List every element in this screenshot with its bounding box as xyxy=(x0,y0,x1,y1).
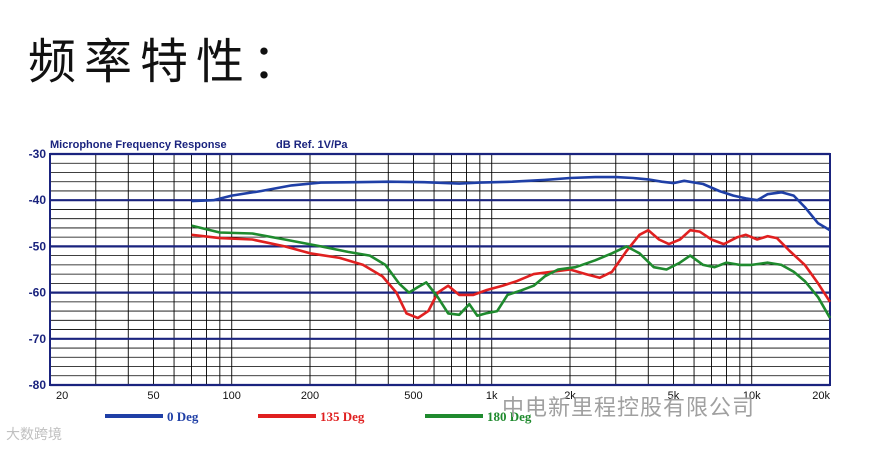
x-tick-label: 50 xyxy=(147,390,159,402)
y-tick-label: -30 xyxy=(29,147,47,161)
x-tick-label: 2k xyxy=(564,390,576,402)
legend-label: 0 Deg xyxy=(167,409,199,424)
y-tick-label: -60 xyxy=(29,286,47,300)
x-tick-label: 100 xyxy=(223,390,241,402)
y-tick-label: -50 xyxy=(29,239,47,253)
legend-label: 180 Deg xyxy=(487,409,532,424)
watermark-company: 中电新里程控股有限公司 xyxy=(502,396,756,421)
y-tick-label: -80 xyxy=(29,378,47,392)
series-line-0-deg xyxy=(191,175,831,232)
x-tick-label: 20k xyxy=(812,390,830,402)
x-tick-label: 5k xyxy=(668,390,680,402)
y-tick-label: -70 xyxy=(29,332,47,346)
x-tick-label: 1k xyxy=(486,390,498,402)
chart-title: Microphone Frequency Response xyxy=(50,139,227,151)
x-tick-label: 500 xyxy=(404,390,422,402)
chart-units-label: dB Ref. 1V/Pa xyxy=(276,139,348,151)
x-tick-label: 200 xyxy=(301,390,319,402)
page-heading: 频率特性： xyxy=(28,34,309,90)
series-line-135-deg xyxy=(191,228,832,320)
x-tick-label: 20 xyxy=(56,390,68,402)
watermark-source: 大数跨境 xyxy=(6,427,62,443)
y-tick-label: -40 xyxy=(29,193,47,207)
series-line-180-deg xyxy=(191,224,832,319)
x-tick-label: 10k xyxy=(743,390,761,402)
legend-label: 135 Deg xyxy=(320,409,365,424)
plot-frame xyxy=(49,153,831,386)
